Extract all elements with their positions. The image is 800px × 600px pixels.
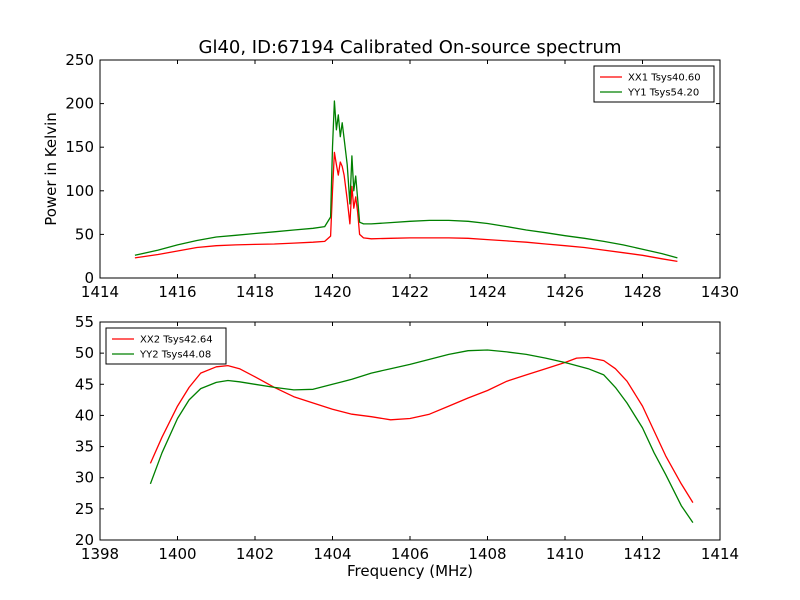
bottom-x-tick-label: 1402 [236, 545, 274, 563]
bottom-y-tick-label: 50 [75, 344, 94, 362]
bottom-legend-label-2: YY2 Tsys44.08 [139, 350, 211, 361]
bottom-legend: XX2 Tsys42.64 YY2 Tsys44.08 [105, 327, 227, 365]
top-legend: XX1 Tsys40.60 YY1 Tsys54.20 [593, 65, 715, 103]
top-x-tick-label: 1428 [623, 283, 661, 301]
bottom-x-axis-label: Frequency (MHz) [347, 562, 473, 580]
bottom-y-tick-label: 25 [75, 500, 94, 518]
top-series-line-1 [134, 151, 678, 263]
top-legend-box [593, 65, 715, 103]
bottom-plot-panel: 1398 1400 1402 1404 1406 1408 1410 1412 1414 20 25… [75, 313, 739, 580]
bottom-series-line-2 [149, 349, 694, 523]
top-y-tick-label: 100 [65, 182, 94, 200]
bottom-y-tick-label: 35 [75, 438, 94, 456]
top-y-tick-label: 50 [75, 225, 94, 243]
top-series-line-2 [134, 100, 678, 259]
top-y-tick-label: 200 [65, 95, 94, 113]
top-x-tick-label: 1424 [468, 283, 506, 301]
top-legend-label-2: YY1 Tsys54.20 [627, 88, 699, 99]
bottom-x-tick-label: 1414 [701, 545, 739, 563]
bottom-x-tick-label: 1408 [468, 545, 506, 563]
top-x-tick-label: 1426 [546, 283, 584, 301]
top-x-tick-label: 1418 [236, 283, 274, 301]
bottom-legend-box [105, 327, 227, 365]
bottom-legend-label-1: XX2 Tsys42.64 [140, 335, 213, 346]
top-y-tick-label: 250 [65, 51, 94, 69]
top-x-tick-label: 1416 [158, 283, 196, 301]
top-y-tick-label: 150 [65, 138, 94, 156]
top-x-tick-label: 1430 [701, 283, 739, 301]
bottom-x-tick-label: 1412 [623, 545, 661, 563]
bottom-y-tick-label: 30 [75, 469, 94, 487]
bottom-x-tick-label: 1404 [313, 545, 351, 563]
top-x-tick-label: 1420 [313, 283, 351, 301]
top-y-tick-label: 0 [84, 269, 94, 287]
bottom-x-tick-label: 1406 [391, 545, 429, 563]
figure-title: Gl40, ID:67194 Calibrated On-source spec… [199, 37, 622, 58]
bottom-y-tick-label: 45 [75, 375, 94, 393]
bottom-x-tick-label: 1398 [81, 545, 119, 563]
top-plot-panel: 1414 1416 1418 1420 1422 1424 1426 1428 1430 0 50 1… [42, 51, 739, 301]
top-y-axis-label: Power in Kelvin [42, 112, 60, 226]
bottom-y-tick-label: 55 [75, 313, 94, 331]
bottom-series-line-1 [149, 356, 694, 503]
top-x-tick-label: 1414 [81, 283, 119, 301]
bottom-y-tick-label: 20 [75, 531, 94, 549]
bottom-x-tick-label: 1410 [546, 545, 584, 563]
bottom-x-tick-label: 1400 [158, 545, 196, 563]
top-x-tick-label: 1422 [391, 283, 429, 301]
bottom-y-tick-label: 40 [75, 406, 94, 424]
top-legend-label-1: XX1 Tsys40.60 [628, 73, 701, 84]
